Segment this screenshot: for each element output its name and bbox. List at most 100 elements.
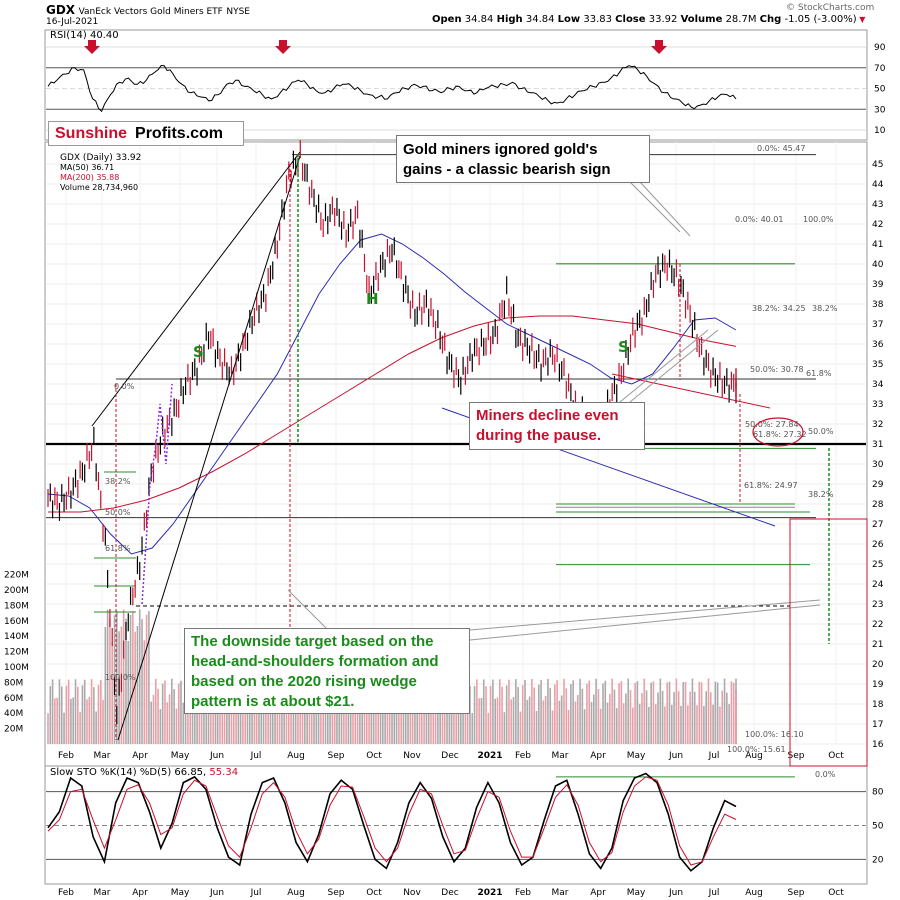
x-tick-label: 2021	[477, 751, 502, 761]
x-tick-label-bottom: Mar	[94, 888, 111, 898]
volume-value: 28.7M	[725, 14, 757, 25]
x-tick-label: May	[171, 751, 190, 761]
x-tick-label: May	[627, 751, 646, 761]
sto-label-d: 55.34	[209, 767, 238, 778]
price-tick-label: 25	[872, 560, 883, 570]
price-tick-label: 16	[872, 740, 884, 750]
callout-target-line2: head-and-shoulders formation and	[191, 653, 439, 670]
volume-label: Volume	[680, 14, 723, 25]
price-tick-label: 33	[872, 400, 883, 410]
purple-swing	[141, 383, 173, 605]
x-tick-label-bottom: Feb	[515, 888, 531, 898]
price-tick-label: 35	[872, 360, 883, 370]
volume-tick-label: 200M	[4, 586, 29, 596]
callout-target-line4: pattern is at about $21.	[191, 693, 355, 710]
callout-ignored-line2: gains - a classic bearish sign	[403, 161, 611, 178]
price-tick-label: 36	[872, 340, 884, 350]
low-label: Low	[557, 14, 581, 25]
sto-panel	[44, 765, 868, 885]
rsi-tick-label: 50	[874, 85, 886, 95]
price-tick-label: 29	[872, 480, 884, 490]
price-tick-label: 20	[872, 660, 884, 670]
x-tick-label: Dec	[441, 751, 458, 761]
fib-382b: 38.2%	[812, 304, 838, 313]
fund-name: VanEck Vectors Gold Miners ETF	[78, 7, 223, 17]
fib-upper-0: 0.0%: 45.47	[757, 144, 805, 153]
volume-tick-label: 180M	[4, 601, 29, 611]
chg-down-icon: ▼	[856, 15, 866, 24]
label-h: H	[366, 290, 379, 308]
price-tick-label: 31	[872, 440, 883, 450]
fib-left-0: 0.0%	[114, 382, 135, 391]
fib-382r: 38.2%	[808, 490, 834, 499]
x-tick-label: Aug	[745, 751, 763, 761]
wedge-upper-line	[91, 151, 301, 427]
ignored-pointer-2	[639, 181, 691, 237]
x-tick-label: Oct	[828, 751, 844, 761]
low-value: 33.83	[583, 14, 612, 25]
callout-pause: Miners decline even during the pause.	[469, 402, 645, 450]
x-tick-label-bottom: Dec	[441, 888, 458, 898]
callout-pause-line1: Miners decline even	[476, 407, 619, 424]
price-tick-label: 38	[872, 300, 884, 310]
ticker: GDX	[46, 3, 76, 17]
callout-target-line3: based on the 2020 rising wedge	[191, 673, 417, 690]
x-tick-label-bottom: Apr	[590, 888, 606, 898]
rsi-tick-label: 70	[874, 64, 886, 74]
rsi-line	[47, 64, 737, 113]
x-tick-label-bottom: Oct	[828, 888, 844, 898]
price-tick-label: 24	[872, 580, 884, 590]
price-tick-label: 23	[872, 600, 883, 610]
x-tick-label-bottom: Jun	[668, 888, 683, 898]
rsi-tick-label: 10	[874, 126, 886, 136]
sto-tick-label: 80	[872, 788, 884, 798]
x-tick-label: Aug	[287, 751, 305, 761]
wedge-lower-line	[117, 155, 301, 741]
x-tick-label: Sep	[328, 751, 345, 761]
chg-value: -1.05 (-3.00%)	[784, 14, 857, 25]
callout-pointers	[287, 181, 821, 641]
x-tick-label-bottom: Jul	[708, 888, 720, 898]
ma200-line	[48, 315, 737, 513]
open-value: 34.84	[464, 14, 494, 25]
price-tick-label: 42	[872, 220, 883, 230]
fib-100: 100.0%: 16.10	[745, 730, 804, 739]
x-tick-label: Jul	[708, 751, 720, 761]
legend-price: GDX (Daily) 33.92	[60, 153, 141, 163]
close-label: Close	[615, 14, 646, 25]
price-tick-label: 41	[872, 240, 883, 250]
callout-target: The downside target based on the head-an…	[184, 628, 470, 714]
chart-header: GDX VanEck Vectors Gold Miners ETF NYSE	[46, 3, 250, 17]
price-tick-label: 27	[872, 520, 883, 530]
fib-left-100: 100.0%	[105, 673, 136, 682]
volume-tick-label: 140M	[4, 632, 29, 642]
volume-tick-label: 20M	[4, 725, 23, 735]
callout-pause-line2: during the pause.	[476, 427, 602, 444]
sto-grid: 80 50 20	[46, 788, 884, 865]
down-arrow-icon	[651, 40, 667, 54]
fib-100b: 100.0%: 15.61	[727, 745, 786, 754]
rsi-arrows	[84, 40, 667, 54]
x-tick-label-bottom: Mar	[552, 888, 569, 898]
down-arrow-icon	[275, 40, 291, 54]
sunshine-profits-logo: Sunshine Profits.com	[48, 121, 244, 146]
fib-labels: 0.0%: 45.47 0.0%: 40.01 100.0% 38.2%: 34…	[105, 144, 838, 779]
price-tick-label: 32	[872, 420, 883, 430]
fib-50b: 50.0%: 27.84	[745, 420, 799, 429]
price-tick-label: 28	[872, 500, 884, 510]
label-s-right: S	[618, 338, 629, 356]
target-pointer-3	[469, 604, 821, 641]
x-tick-label: Jun	[209, 751, 224, 761]
x-tick-label-bottom: Jun	[209, 888, 224, 898]
fib-618c: 61.8%: 24.97	[744, 481, 798, 490]
x-tick-label: Jun	[668, 751, 683, 761]
price-tick-label: 39	[872, 280, 884, 290]
down-arrow-icon	[84, 40, 100, 54]
x-tick-label-bottom: Apr	[132, 888, 148, 898]
callout-ignored: Gold miners ignored gold's gains - a cla…	[396, 135, 650, 183]
fib-382: 38.2%: 34.25	[752, 304, 806, 313]
fib-618b: 61.8%: 27.32	[753, 430, 807, 439]
red-trend-line	[611, 373, 771, 409]
price-tick-label: 44	[872, 180, 884, 190]
close-value: 33.92	[648, 14, 678, 25]
